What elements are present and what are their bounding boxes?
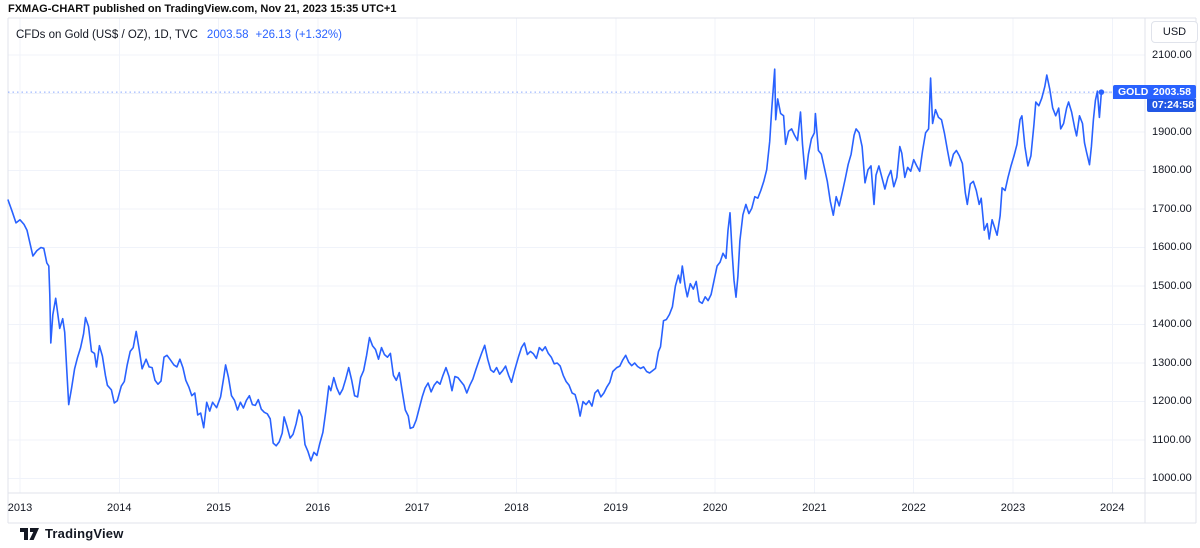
symbol-title[interactable]: CFDs on Gold (US$ / OZ), 1D, TVC — [16, 29, 198, 41]
tradingview-icon — [20, 527, 39, 540]
price-tick-label: 2100.00 — [1152, 48, 1192, 61]
price-tick-label: 1100.00 — [1152, 433, 1191, 446]
time-tick-label: 2023 — [1000, 502, 1026, 514]
last-price-value: 2003.58 — [1153, 86, 1191, 99]
tradingview-brand-text: TradingView — [45, 526, 124, 541]
price-tick-label: 1800.00 — [1152, 164, 1192, 176]
time-tick-label: 2020 — [702, 502, 728, 514]
time-tick-label: 2015 — [206, 502, 231, 514]
price-tick-label: 1700.00 — [1152, 202, 1192, 215]
price-scale[interactable]: 2100.002000.001900.001800.001700.001600.… — [1145, 18, 1200, 493]
time-tick-label: 2018 — [504, 502, 529, 514]
price-tick-label: 1900.00 — [1152, 125, 1192, 138]
price-tick-label: 1600.00 — [1152, 241, 1192, 253]
time-tick-label: 2016 — [305, 502, 331, 514]
time-tick-label: 2019 — [603, 502, 629, 514]
price-tick-label: 1000.00 — [1152, 472, 1192, 484]
price-tick-label: 1300.00 — [1152, 356, 1192, 369]
time-tick-label: 2017 — [404, 502, 430, 514]
legend-change: +26.13 — [255, 29, 292, 41]
legend-change-percent: (+1.32%) — [295, 29, 342, 41]
time-tick-label: 2022 — [901, 502, 926, 514]
currency-unit-button[interactable]: USD — [1151, 21, 1198, 43]
legend-last-price: 2003.58 — [206, 29, 249, 41]
time-scale[interactable]: 2013 2014 2015 2016 2017 2018 2019 2020 2021 2022… — [8, 493, 1196, 523]
time-tick-label: 2013 — [7, 502, 33, 514]
price-tick-label: 1400.00 — [1152, 318, 1192, 330]
price-tick-label: 1200.00 — [1152, 395, 1192, 407]
time-tick-label: 2021 — [802, 502, 827, 514]
bar-countdown: 07:24:58 — [1147, 99, 1196, 113]
publish-attribution: FXMAG-CHART published on TradingView.com… — [8, 3, 397, 15]
chart-legend: CFDs on Gold (US$ / OZ), 1D, TVC 2003.58 +… — [16, 29, 342, 41]
price-tick-label: 1500.00 — [1152, 279, 1192, 292]
time-tick-label: 2024 — [1100, 502, 1125, 514]
tradingview-logo[interactable]: TradingView — [20, 526, 124, 541]
last-price-label[interactable]: GOLD 2003.58 07:24:58 — [1113, 85, 1196, 113]
time-tick-label: 2014 — [107, 502, 132, 514]
last-price-symbol: GOLD — [1118, 86, 1149, 99]
